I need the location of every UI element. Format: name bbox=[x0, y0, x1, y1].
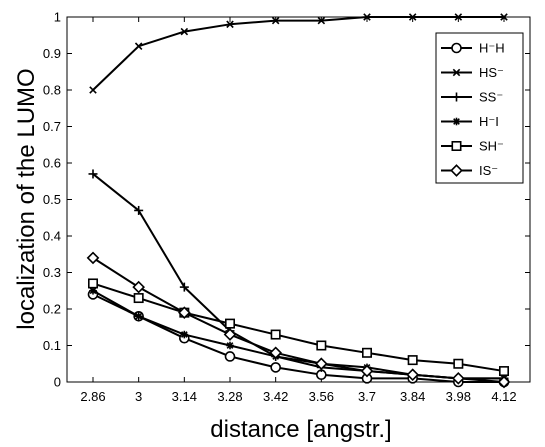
x-axis-title: distance [angstr.] bbox=[210, 416, 391, 443]
data-point bbox=[180, 27, 189, 36]
data-point bbox=[452, 372, 465, 385]
series-plus bbox=[88, 169, 509, 383]
x-tick-label: 2.86 bbox=[80, 389, 105, 404]
data-point bbox=[134, 205, 144, 215]
data-point bbox=[454, 13, 463, 21]
series-circle bbox=[87, 289, 510, 388]
y-tick-label: 0 bbox=[54, 375, 61, 390]
series-layer bbox=[86, 13, 511, 389]
y-tick-label: 0.4 bbox=[43, 229, 61, 244]
series-line bbox=[92, 257, 505, 383]
data-point bbox=[315, 357, 328, 371]
series-square bbox=[88, 278, 509, 377]
x-tick-label: 3.56 bbox=[309, 389, 334, 404]
legend-marker bbox=[452, 117, 461, 126]
data-point bbox=[89, 86, 97, 94]
x-axis: 2.86 3 3.14 3.28 3.42 3.56 3.7 3.84 3.98 4.12 bbox=[80, 17, 517, 404]
data-point bbox=[180, 330, 189, 339]
legend-entry: H⁻I bbox=[441, 114, 499, 129]
x-tick-label: 3.42 bbox=[263, 389, 288, 404]
legend-label: SS⁻ bbox=[479, 90, 503, 105]
x-tick-label: 3.98 bbox=[446, 389, 471, 404]
data-point bbox=[316, 340, 327, 351]
data-point bbox=[317, 16, 326, 25]
data-point bbox=[132, 280, 145, 294]
data-point bbox=[270, 329, 281, 340]
data-point bbox=[271, 16, 280, 25]
data-point bbox=[363, 13, 371, 21]
data-point bbox=[226, 341, 234, 350]
series-line bbox=[92, 173, 504, 380]
data-point bbox=[88, 169, 98, 179]
data-point bbox=[498, 366, 509, 377]
y-tick-label: 0.9 bbox=[43, 46, 61, 61]
data-point bbox=[360, 364, 374, 378]
legend-label: SH⁻ bbox=[479, 139, 504, 154]
y-tick-label: 0.1 bbox=[43, 338, 61, 353]
legend-marker bbox=[451, 141, 462, 152]
y-tick-label: 0.2 bbox=[43, 302, 61, 317]
data-point bbox=[453, 358, 464, 369]
legend: H⁻H HS⁻ SS⁻ H⁻I SH⁻ IS⁻ bbox=[435, 32, 524, 184]
data-point bbox=[134, 312, 143, 321]
legend-marker bbox=[452, 68, 461, 77]
x-tick-label: 3.28 bbox=[217, 389, 242, 404]
legend-marker bbox=[451, 42, 462, 54]
data-point bbox=[179, 282, 189, 292]
legend-entry: IS⁻ bbox=[441, 163, 498, 178]
legend-entry: SS⁻ bbox=[441, 90, 503, 105]
data-point bbox=[224, 351, 236, 362]
series-diamond bbox=[86, 251, 511, 389]
legend-marker bbox=[450, 164, 463, 177]
y-tick-label: 1 bbox=[54, 10, 61, 25]
x-tick-label: 3.7 bbox=[358, 389, 376, 404]
legend-label: IS⁻ bbox=[479, 163, 498, 178]
y-tick-label: 0.7 bbox=[43, 119, 61, 134]
y-tick-label: 0.3 bbox=[43, 265, 61, 280]
x-tick-label: 3.14 bbox=[172, 389, 197, 404]
legend-label: HS⁻ bbox=[479, 65, 504, 80]
legend-entry: HS⁻ bbox=[441, 65, 504, 80]
x-tick-label: 3.84 bbox=[400, 389, 425, 404]
y-tick-label: 0.5 bbox=[43, 192, 61, 207]
data-point bbox=[269, 346, 282, 360]
series-star bbox=[89, 286, 508, 383]
y-axis: 0 0.1 0.2 0.3 0.4 0.5 0.6 0.7 0.8 0.9 1 bbox=[43, 10, 530, 390]
data-point bbox=[361, 347, 372, 358]
data-point bbox=[86, 251, 100, 265]
data-point bbox=[408, 13, 417, 21]
y-axis-title: localization of the LUMO bbox=[13, 68, 40, 329]
data-point bbox=[223, 328, 237, 341]
data-point bbox=[500, 13, 508, 21]
y-tick-label: 0.6 bbox=[43, 156, 61, 171]
data-point bbox=[226, 20, 234, 29]
data-point bbox=[225, 318, 236, 329]
series-line bbox=[92, 293, 504, 383]
x-tick-label: 4.12 bbox=[491, 389, 516, 404]
y-tick-label: 0.8 bbox=[43, 83, 61, 98]
legend-label: H⁻H bbox=[479, 41, 505, 56]
data-point bbox=[178, 306, 191, 319]
data-point bbox=[406, 368, 419, 382]
series-line bbox=[92, 282, 505, 373]
series-line bbox=[92, 16, 504, 91]
legend-box bbox=[435, 32, 524, 184]
data-point bbox=[497, 375, 511, 389]
data-point bbox=[134, 42, 143, 50]
legend-marker bbox=[452, 92, 461, 102]
legend-label: H⁻I bbox=[479, 114, 499, 129]
data-point bbox=[407, 355, 418, 366]
legend-entry: H⁻H bbox=[441, 41, 505, 56]
series-x bbox=[89, 13, 508, 94]
data-point bbox=[88, 278, 99, 289]
data-point bbox=[270, 362, 281, 373]
x-tick-label: 3 bbox=[135, 389, 142, 404]
data-point bbox=[133, 293, 144, 304]
legend-entry: SH⁻ bbox=[441, 139, 504, 154]
